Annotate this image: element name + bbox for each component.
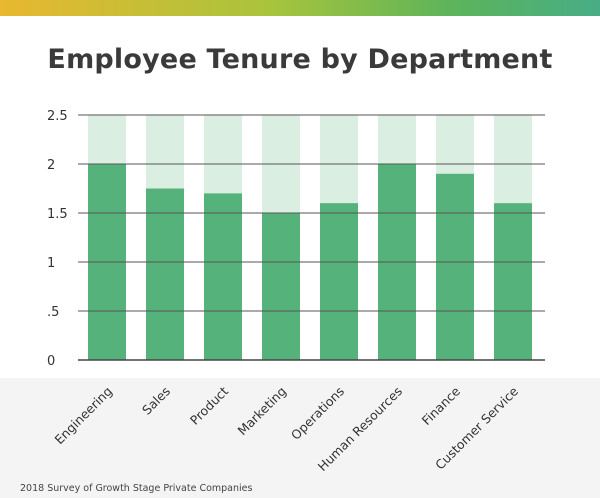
bar-1 [146,188,184,360]
y-axis-ticks: 0 .5 1 1.5 2 2.5 [47,109,68,369]
y-tick-label: 1 [47,256,55,271]
bar-3 [262,213,300,360]
source-note: 2018 Survey of Growth Stage Private Comp… [20,483,253,494]
x-tick-label: Sales [139,384,173,418]
top-gradient-bar [0,0,600,16]
y-tick-label: 1.5 [47,207,68,222]
bar-4 [320,203,358,360]
bars [88,115,532,360]
bar-6 [436,173,474,360]
bar-7 [494,203,532,360]
y-tick-label: 0 [47,354,55,369]
x-tick-label: Marketing [234,384,289,439]
chart-title: Employee Tenure by Department [47,44,553,75]
y-tick-label: .5 [47,305,59,320]
bar-2 [204,193,242,360]
x-tick-label: Engineering [51,384,115,448]
x-tick-label: Product [187,383,231,427]
x-axis-labels: Engineering Sales Product MarketingOperatio… [51,383,521,474]
y-tick-label: 2 [47,158,55,173]
x-tick-label: Operations [288,384,347,443]
x-tick-label: Finance [419,383,464,428]
category-label-band [0,378,600,498]
y-tick-label: 2.5 [47,109,68,124]
